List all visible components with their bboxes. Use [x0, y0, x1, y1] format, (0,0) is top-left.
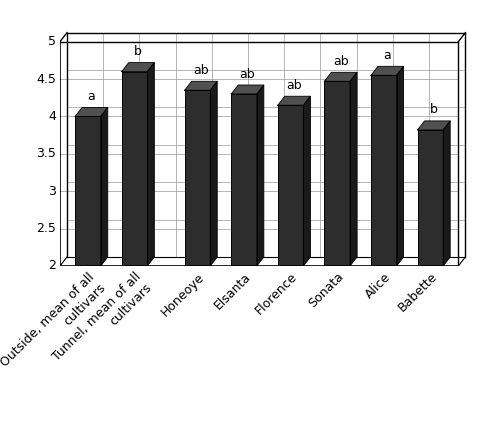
Text: b: b	[134, 45, 142, 58]
Polygon shape	[418, 130, 443, 266]
Text: Elsanta: Elsanta	[212, 270, 253, 312]
Polygon shape	[231, 94, 257, 266]
Text: ab: ab	[193, 64, 209, 77]
Text: Sonata: Sonata	[306, 270, 346, 311]
Text: ab: ab	[286, 79, 302, 92]
Polygon shape	[371, 76, 396, 266]
Polygon shape	[324, 73, 357, 81]
Polygon shape	[350, 73, 357, 266]
Polygon shape	[101, 107, 108, 266]
Text: 3: 3	[48, 185, 56, 198]
Text: ab: ab	[240, 67, 256, 81]
Text: Tunnel, mean of all
cultivars: Tunnel, mean of all cultivars	[50, 270, 154, 375]
Polygon shape	[75, 116, 101, 266]
Polygon shape	[418, 121, 450, 130]
Polygon shape	[396, 66, 404, 266]
Text: Outside, mean of all
cultivars: Outside, mean of all cultivars	[0, 270, 108, 380]
Text: Alice: Alice	[362, 270, 393, 301]
Text: 4.5: 4.5	[36, 73, 56, 85]
Text: ab: ab	[333, 55, 348, 68]
Polygon shape	[75, 107, 108, 116]
Polygon shape	[184, 90, 210, 266]
Polygon shape	[324, 81, 350, 266]
Text: a: a	[384, 49, 391, 62]
Polygon shape	[210, 81, 217, 266]
Polygon shape	[122, 63, 154, 72]
Polygon shape	[122, 72, 148, 266]
Polygon shape	[278, 96, 310, 105]
Polygon shape	[278, 105, 303, 266]
Text: 3.5: 3.5	[36, 147, 56, 160]
Text: Honeoye: Honeoye	[158, 270, 206, 319]
Polygon shape	[371, 66, 404, 76]
Polygon shape	[304, 96, 310, 266]
Text: 5: 5	[48, 35, 56, 48]
Polygon shape	[231, 85, 264, 94]
Text: 2.5: 2.5	[36, 222, 56, 235]
Polygon shape	[257, 85, 264, 266]
Text: Babette: Babette	[396, 270, 440, 314]
Polygon shape	[184, 81, 217, 90]
Text: a: a	[88, 90, 96, 103]
Polygon shape	[148, 63, 154, 266]
Text: 4: 4	[48, 110, 56, 123]
Text: 2: 2	[48, 260, 56, 272]
Text: Florence: Florence	[253, 270, 300, 317]
Text: b: b	[430, 103, 438, 116]
Polygon shape	[443, 121, 450, 266]
